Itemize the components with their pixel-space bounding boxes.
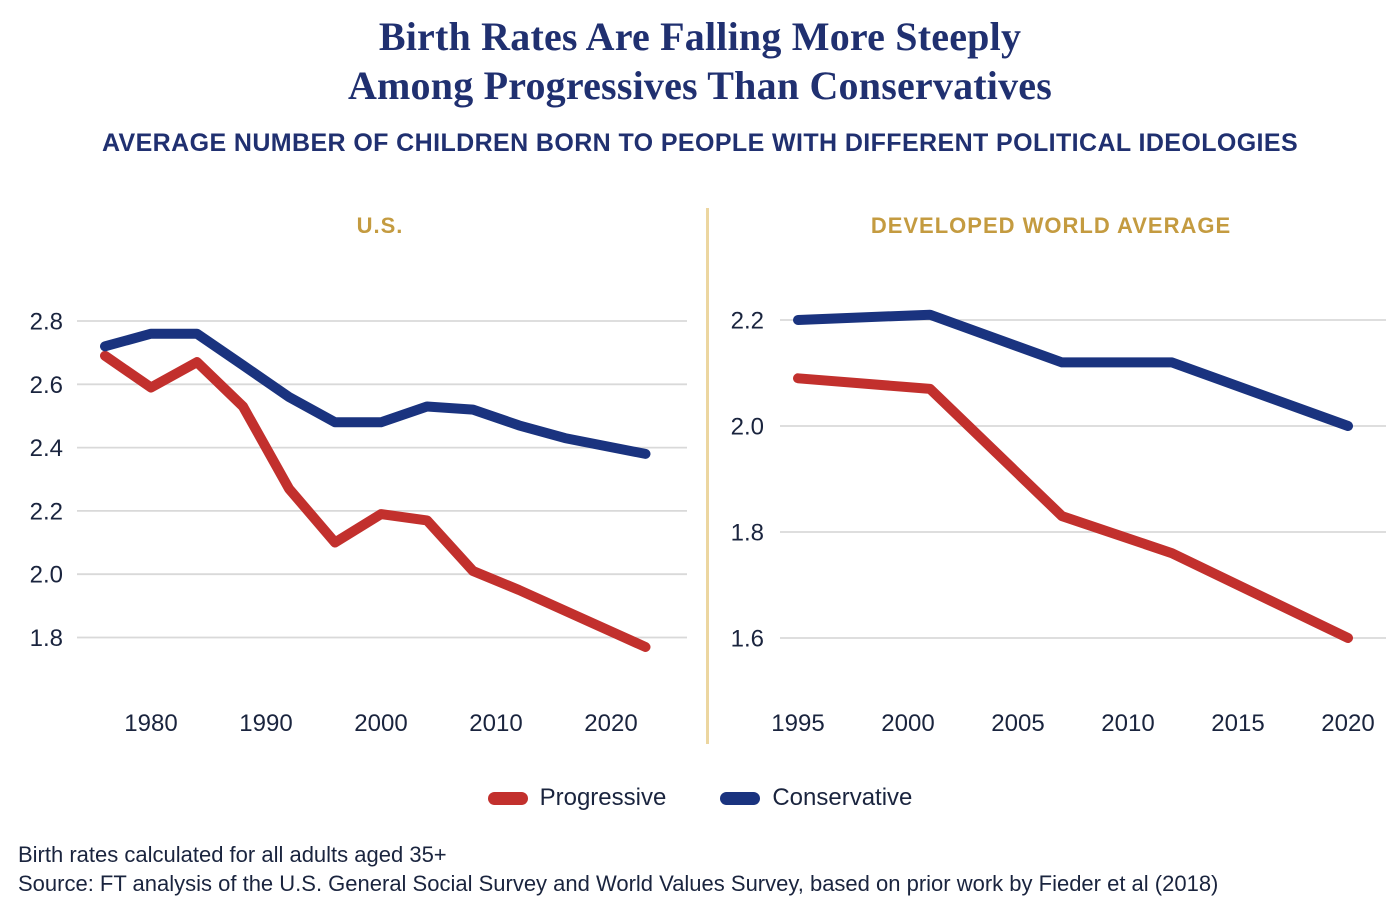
x-tick-label: 1990 <box>239 710 292 737</box>
footnote-source: Source: FT analysis of the U.S. General … <box>18 871 1219 896</box>
legend-label-conservative: Conservative <box>772 784 913 811</box>
panel-title: U.S. <box>357 213 404 238</box>
x-tick-label: 2015 <box>1211 710 1264 737</box>
legend: Progressive Conservative <box>0 784 1400 812</box>
y-tick-label: 2.0 <box>30 562 63 589</box>
x-tick-label: 2000 <box>354 710 407 737</box>
x-tick-label: 2020 <box>1321 710 1374 737</box>
panel-title: DEVELOPED WORLD AVERAGE <box>871 213 1231 238</box>
y-tick-label: 1.8 <box>30 625 63 652</box>
legend-label-progressive: Progressive <box>539 784 667 811</box>
x-tick-label: 2005 <box>991 710 1044 737</box>
x-tick-label: 1980 <box>124 710 177 737</box>
y-tick-label: 1.6 <box>731 626 764 653</box>
x-tick-label: 2010 <box>1101 710 1154 737</box>
y-tick-label: 2.8 <box>30 309 63 336</box>
x-tick-label: 2020 <box>584 710 637 737</box>
x-tick-label: 2010 <box>469 710 522 737</box>
series-line-conservative <box>100 328 651 459</box>
y-tick-label: 1.8 <box>731 520 764 547</box>
chart-title: Birth Rates Are Falling More Steeply Amon… <box>0 12 1400 110</box>
y-tick-label: 2.2 <box>30 498 63 525</box>
footnotes: Birth rates calculated for all adults ag… <box>18 840 1218 898</box>
y-tick-label: 2.2 <box>731 308 764 335</box>
legend-item-conservative: Conservative <box>720 784 912 812</box>
footnote-method: Birth rates calculated for all adults ag… <box>18 842 447 867</box>
x-tick-label: 2000 <box>881 710 934 737</box>
y-tick-label: 2.6 <box>30 372 63 399</box>
conservative-line-swatch <box>720 791 761 805</box>
y-tick-label: 2.4 <box>30 435 63 462</box>
dual-line-chart: 2.8 2.6 2.4 2.2 2.0 1.8 1980 1990 2000 2010 2020 U.… <box>30 208 1386 744</box>
series-line-conservative <box>793 309 1353 431</box>
chart-subtitle: AVERAGE NUMBER OF CHILDREN BORN TO PEOPL… <box>101 129 1299 157</box>
title-line-2: Among Progressives Than Conservatives <box>347 63 1053 108</box>
progressive-line-swatch <box>487 791 528 805</box>
legend-item-progressive: Progressive <box>487 784 667 812</box>
series-line-progressive <box>793 373 1353 643</box>
x-tick-label: 1995 <box>771 710 824 737</box>
series-line-progressive <box>100 350 651 652</box>
y-tick-label: 2.0 <box>731 414 764 441</box>
title-line-1: Birth Rates Are Falling More Steeply <box>378 14 1022 59</box>
